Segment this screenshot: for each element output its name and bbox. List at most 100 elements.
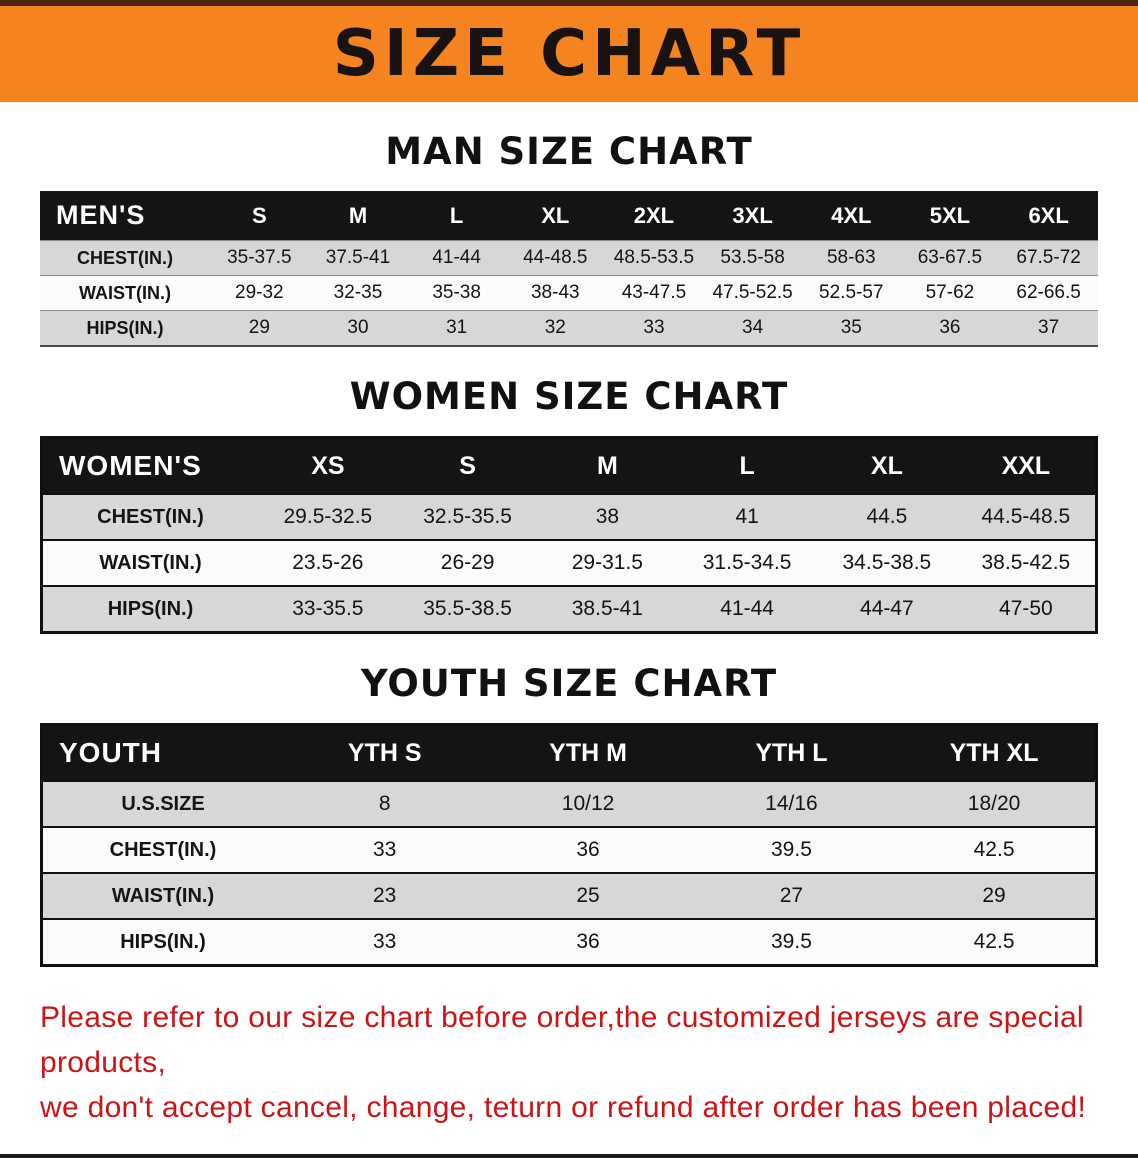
data-cell: 32.5-35.5 (423, 505, 512, 528)
table-row: CHEST(IN.) 29.5-32.5 32.5-35.5 38 41 44.5 44.5… (41, 494, 1097, 540)
data-cell: 53.5-58 (720, 247, 785, 268)
size-header-cell: 5XL (900, 191, 1000, 241)
notice-line-1: Please refer to our size chart before or… (40, 1001, 1084, 1079)
data-cell: 36 (576, 838, 600, 861)
row-label: CHEST(IN.) (97, 505, 204, 528)
size-header-cell: YTH S (283, 724, 487, 781)
data-cell: 32 (544, 317, 566, 338)
row-label: WAIST(IN.) (99, 551, 202, 574)
page-title: SIZE CHART (332, 17, 806, 91)
table-title-cell: YOUTH (41, 724, 283, 781)
size-header-cell: 2XL (604, 191, 704, 241)
data-cell: 62-66.5 (1016, 282, 1081, 303)
data-cell: 44-47 (860, 597, 914, 620)
size-header-cell: YTH XL (893, 724, 1097, 781)
data-cell: 35-38 (432, 282, 481, 303)
size-header-cell: S (210, 191, 309, 241)
data-cell: 44.5-48.5 (981, 505, 1071, 528)
row-label: CHEST(IN.) (109, 838, 217, 861)
data-cell: 30 (347, 317, 369, 338)
data-cell: 25 (576, 884, 600, 907)
table-row: HIPS(IN.) 33-35.5 35.5-38.5 38.5-41 41-44 44-… (41, 586, 1097, 633)
data-cell: 41-44 (720, 597, 774, 620)
notice-line-2: we don't accept cancel, change, teturn o… (40, 1091, 1087, 1124)
row-label: CHEST(IN.) (77, 247, 173, 268)
size-header-cell: M (308, 191, 408, 241)
data-cell: 34.5-38.5 (842, 551, 932, 574)
data-cell: 38 (595, 505, 620, 528)
data-cell: 35-37.5 (227, 247, 292, 268)
table-row: HIPS(IN.) 29 30 31 32 33 34 35 36 37 (40, 310, 1098, 346)
size-header-cell: 6XL (999, 191, 1098, 241)
youth-size-table: YOUTH YTH S YTH M YTH L YTH XL U.S.SIZE 8 10/12… (40, 723, 1098, 967)
header-row: MEN'S S M L XL 2XL 3XL 4XL 5XL 6XL (40, 191, 1098, 241)
data-cell: 67.5-72 (1016, 247, 1081, 268)
data-cell: 57-62 (925, 282, 975, 303)
data-cell: 43-47.5 (621, 282, 687, 303)
size-header-cell: XL (505, 191, 605, 241)
data-cell: 23.5-26 (292, 551, 364, 574)
data-cell: 32-35 (333, 282, 383, 303)
data-cell: 35.5-38.5 (423, 597, 512, 620)
data-cell: 26-29 (440, 551, 495, 574)
header-row: WOMEN'S XS S M L XL XXL (41, 437, 1097, 494)
data-cell: 38.5-41 (571, 597, 643, 620)
data-cell: 52.5-57 (819, 282, 884, 303)
data-cell: 41 (735, 505, 759, 528)
youth-size-section: YOUTH SIZE CHART YOUTH YTH S YTH M YTH L YTH… (0, 662, 1138, 967)
row-label: HIPS(IN.) (107, 597, 194, 620)
data-cell: 29 (982, 884, 1006, 907)
data-cell: 31 (446, 317, 468, 338)
data-cell: 31.5-34.5 (702, 551, 792, 574)
data-cell: 37.5-41 (325, 247, 391, 268)
data-cell: 14/16 (765, 792, 818, 815)
data-cell: 33 (643, 317, 665, 338)
size-header-cell: 3XL (703, 191, 802, 241)
table-title-cell: WOMEN'S (41, 437, 258, 494)
data-cell: 41-44 (432, 247, 481, 268)
table-row: WAIST(IN.) 23.5-26 26-29 29-31.5 31.5-34.5 34… (41, 540, 1097, 586)
men-size-table: MEN'S S M L XL 2XL 3XL 4XL 5XL 6XL CHEST(IN.) 35-37… (40, 191, 1098, 347)
data-cell: 47.5-52.5 (712, 282, 793, 303)
size-header-cell: 4XL (801, 191, 901, 241)
size-header-cell: L (677, 437, 817, 494)
row-label: HIPS(IN.) (86, 317, 164, 338)
data-cell: 44.5 (866, 505, 908, 528)
data-cell: 36 (939, 317, 961, 338)
table-row: WAIST(IN.) 29-32 32-35 35-38 38-43 43-47.5 47.… (40, 275, 1098, 311)
data-cell: 44-48.5 (523, 247, 588, 268)
data-cell: 39.5 (771, 838, 812, 861)
data-cell: 29.5-32.5 (283, 505, 373, 528)
data-cell: 36 (576, 930, 600, 953)
table-row: HIPS(IN.) 33 36 39.5 42.5 (41, 919, 1097, 966)
data-cell: 10/12 (561, 792, 615, 815)
data-cell: 63-67.5 (917, 247, 983, 268)
size-header-cell: L (407, 191, 506, 241)
row-label: WAIST(IN.) (79, 282, 171, 303)
data-cell: 27 (779, 884, 804, 907)
data-cell: 23 (373, 884, 397, 907)
data-cell: 29-32 (235, 282, 284, 303)
table-title-cell: MEN'S (40, 191, 210, 241)
women-size-section: WOMEN SIZE CHART WOMEN'S XS S M L XL XXL CHEST(… (0, 375, 1138, 634)
row-label: U.S.SIZE (121, 792, 205, 815)
data-cell: 42.5 (973, 838, 1015, 861)
data-cell: 33-35.5 (292, 597, 364, 620)
data-cell: 38-43 (530, 282, 580, 303)
footer-notice: Please refer to our size chart before or… (40, 995, 1098, 1130)
data-cell: 39.5 (771, 930, 812, 953)
men-size-section: MAN SIZE CHART MEN'S S M L XL 2XL 3XL 4XL 5XL 6XL… (0, 130, 1138, 347)
data-cell: 58-63 (826, 247, 876, 268)
row-label: WAIST(IN.) (111, 884, 215, 907)
data-cell: 8 (378, 792, 391, 815)
data-cell: 37 (1038, 317, 1060, 338)
data-cell: 29 (248, 317, 270, 338)
size-header-cell: XXL (956, 437, 1097, 494)
table-row: U.S.SIZE 8 10/12 14/16 18/20 (41, 781, 1097, 827)
data-cell: 38.5-42.5 (981, 551, 1071, 574)
data-cell: 47-50 (999, 597, 1053, 620)
size-header-cell: YTH M (486, 724, 690, 781)
women-size-table: WOMEN'S XS S M L XL XXL CHEST(IN.) 29.5-32.5 32.5… (40, 436, 1098, 634)
table-row: WAIST(IN.) 23 25 27 29 (41, 873, 1097, 919)
